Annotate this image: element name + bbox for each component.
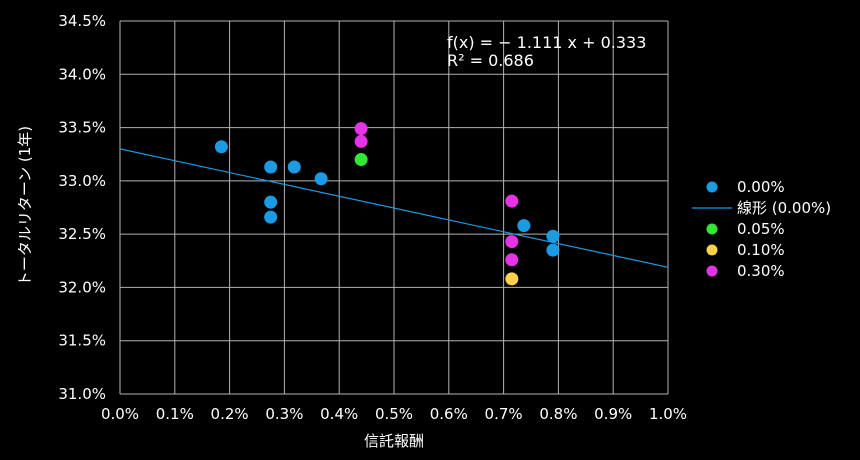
data-point: [214, 140, 228, 154]
legend-label: 0.30%: [737, 262, 785, 280]
legend-marker: [706, 265, 718, 277]
data-point: [314, 172, 328, 186]
data-point: [546, 229, 560, 243]
x-tick-label: 0.5%: [375, 405, 413, 423]
trendline-r-squared: R² = 0.686: [447, 51, 534, 70]
y-tick-label: 33.5%: [58, 119, 106, 137]
data-point: [505, 235, 519, 249]
y-tick-label: 32.0%: [58, 278, 106, 296]
data-point: [264, 195, 278, 209]
y-tick-labels: 34.5% 34.0% 33.5% 33.0% 32.5% 32.0% 31.5% 31.0%: [58, 12, 106, 403]
trendline-equation: f(x) = − 1.111 x + 0.333: [447, 33, 646, 52]
x-tick-label: 0.6%: [430, 405, 468, 423]
data-point: [505, 272, 519, 286]
x-tick-label: 1.0%: [649, 405, 687, 423]
data-points: [214, 122, 560, 286]
y-tick-label: 34.0%: [58, 65, 106, 83]
data-point: [287, 160, 301, 174]
data-point: [354, 134, 368, 148]
y-tick-label: 31.5%: [58, 332, 106, 350]
y-tick-label: 31.0%: [58, 385, 106, 403]
data-point: [354, 122, 368, 136]
grid-lines: [119, 20, 669, 395]
y-tick-label: 34.5%: [58, 12, 106, 30]
x-tick-label: 0.2%: [211, 405, 249, 423]
legend-label: 0.10%: [737, 241, 785, 259]
data-point: [517, 219, 531, 233]
legend-label: 0.05%: [737, 220, 785, 238]
x-tick-label: 0.1%: [156, 405, 194, 423]
y-tick-label: 32.5%: [58, 225, 106, 243]
x-axis-title: 信託報酬: [364, 432, 424, 450]
y-tick-label: 33.0%: [58, 172, 106, 190]
data-point: [264, 210, 278, 224]
legend: 0.00% 線形 (0.00%) 0.05% 0.10% 0.30%: [692, 178, 831, 280]
trendline-group: [119, 148, 669, 268]
y-axis-title: トータルリターン (1年): [16, 126, 34, 286]
x-tick-label: 0.0%: [101, 405, 139, 423]
data-point: [505, 253, 519, 267]
trendline: [119, 148, 669, 268]
x-tick-labels: 0.0% 0.1% 0.2% 0.3% 0.4% 0.5% 0.6% 0.7% 0.8% 0.9%…: [101, 405, 687, 423]
data-point: [354, 153, 368, 167]
data-point: [264, 160, 278, 174]
x-tick-label: 0.3%: [265, 405, 303, 423]
x-tick-label: 0.4%: [320, 405, 358, 423]
legend-label: 0.00%: [737, 178, 785, 196]
legend-marker: [706, 223, 718, 235]
x-tick-label: 0.9%: [594, 405, 632, 423]
x-tick-label: 0.7%: [485, 405, 523, 423]
legend-marker: [706, 244, 718, 256]
data-point: [546, 243, 560, 257]
legend-marker: [706, 181, 718, 193]
x-tick-label: 0.8%: [539, 405, 577, 423]
legend-label: 線形 (0.00%): [737, 199, 831, 217]
data-point: [505, 194, 519, 208]
